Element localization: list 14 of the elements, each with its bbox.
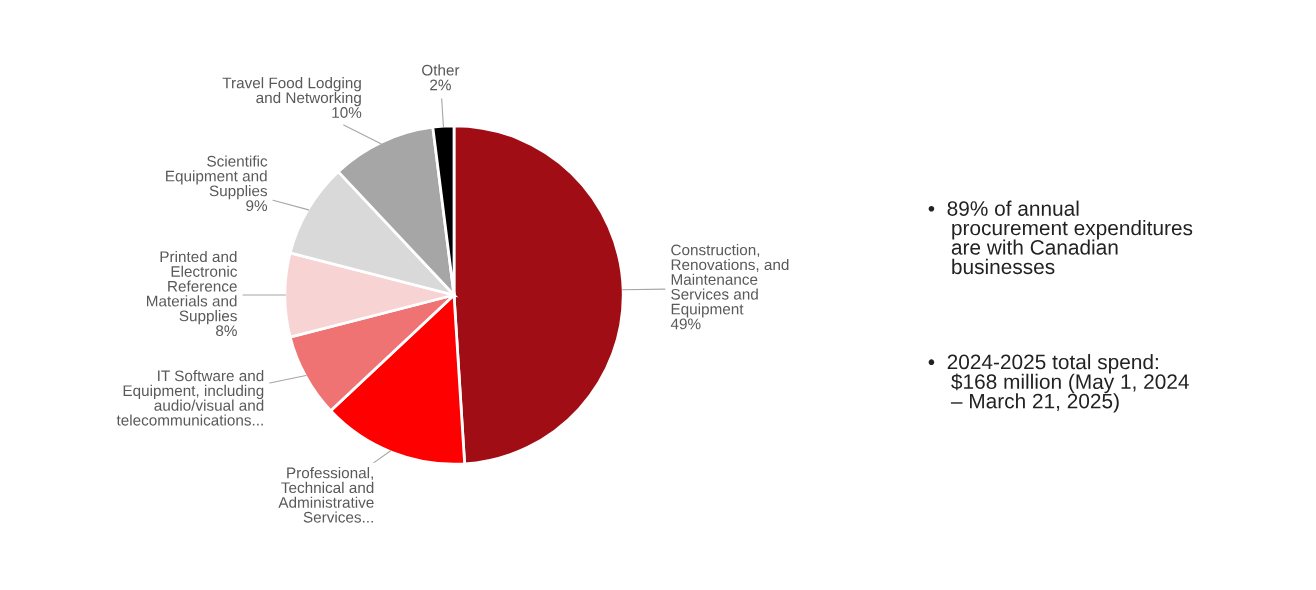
text: • 2024-2025 total spend: $168 million (May 1, 2024 – March 21, 2025) — [928, 354, 1189, 413]
data-label: 8% — [216, 325, 237, 337]
data-label: 9% — [246, 200, 268, 212]
slice-label: Scientific Equipment and Supplies — [166, 155, 268, 200]
slice-label: Construction, Renovations, and Maintenance Services and Equipment — [671, 244, 789, 318]
slice-label: Professional, Technical and Administrative Services... — [278, 467, 374, 523]
data-label: 2% — [430, 79, 451, 91]
slice-label: IT Software and Equipment, including audio/visual and telecommunications... — [116, 370, 264, 426]
slice-label: Other — [422, 64, 460, 76]
slice-label: Travel Food Lodging and Networking — [222, 77, 361, 107]
text: • 89% of annual procurement expenditures are with Canadian businesses — [928, 200, 1193, 275]
slice-label: Printed and Electronic Reference Materials and Supplies — [146, 250, 238, 325]
data-label: 49% — [670, 318, 701, 330]
data-label: 10% — [332, 107, 362, 118]
